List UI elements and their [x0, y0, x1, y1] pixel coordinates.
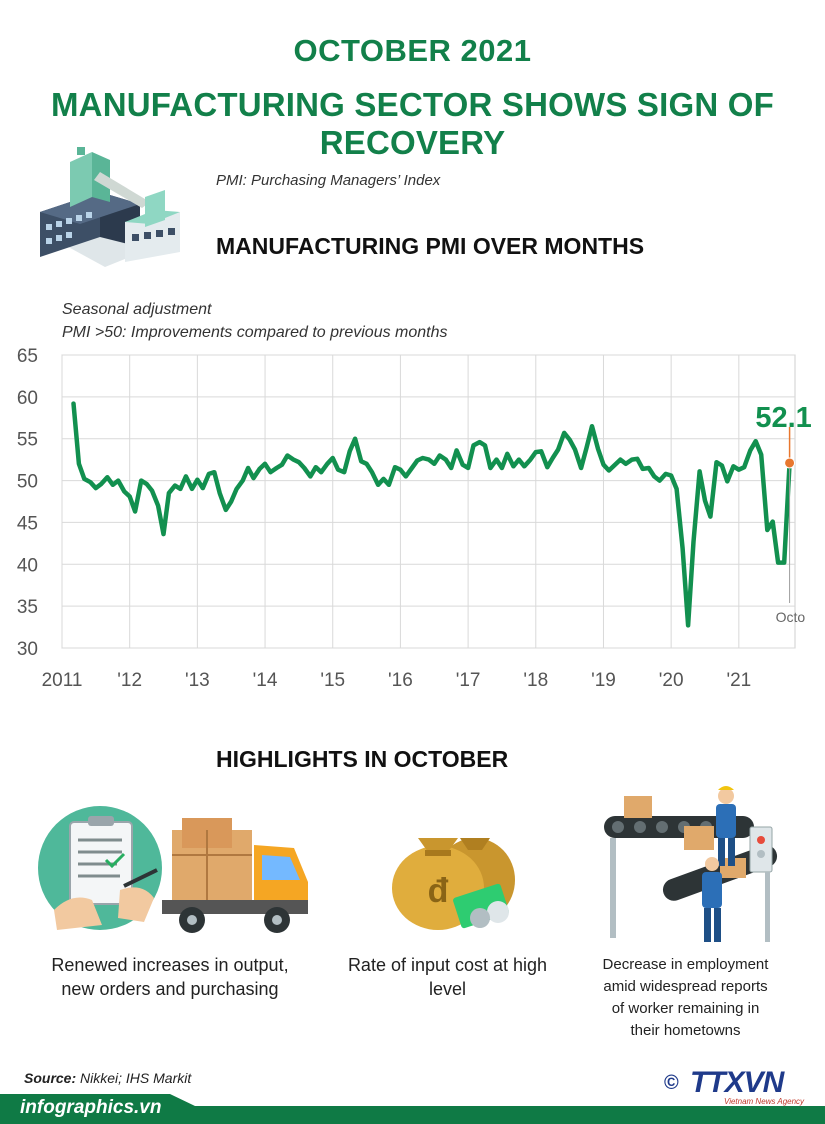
chart-note-seasonal: Seasonal adjustment [62, 301, 212, 318]
x-tick-label: '21 [726, 670, 751, 691]
latest-value-label: 52.1 [755, 402, 811, 434]
money-bag-icon: đ [392, 838, 515, 930]
x-tick-label: '12 [117, 670, 142, 691]
y-tick-label: 40 [17, 555, 38, 576]
y-tick-label: 35 [17, 597, 38, 618]
source-text: Nikkei; IHS Markit [76, 1070, 192, 1086]
agency-logo: TTXVN [690, 1066, 784, 1099]
x-tick-label: 2011 [42, 670, 83, 691]
x-axis: 2011 '12 '13 '14 '15 '16 '17 '18 '19 '20 '21 [42, 670, 752, 691]
conveyor-workers-icon [604, 786, 778, 942]
x-tick-label: '17 [456, 670, 481, 691]
pmi-series-line [71, 401, 792, 628]
currency-symbol: đ [428, 872, 449, 910]
y-tick-label: 45 [17, 513, 38, 534]
y-tick-label: 60 [17, 388, 38, 409]
pmi-definition: PMI: Purchasing Managers’ Index [216, 172, 441, 189]
chart-annotations: 52.1 Octo [755, 402, 811, 625]
x-tick-label: '19 [591, 670, 616, 691]
highlight-output-line-1: Renewed increases in output, [51, 955, 289, 975]
latest-value-marker [784, 457, 796, 469]
footer-site-link[interactable]: infographics.vn [20, 1097, 162, 1118]
agency-subtitle: Vietnam News Agency [724, 1097, 805, 1106]
y-tick-label: 65 [17, 346, 38, 367]
y-tick-label: 30 [17, 639, 38, 660]
highlight-employment-line-2: amid widespread reports [603, 978, 768, 995]
source-note: Source: Nikkei; IHS Markit [24, 1070, 191, 1086]
x-tick-label: '15 [320, 670, 345, 691]
factory-icon [40, 147, 180, 267]
x-tick-label: '20 [659, 670, 684, 691]
highlight-employment-line-3: of worker remaining in [611, 1000, 760, 1017]
source-label: Source: [24, 1070, 77, 1086]
chart-heading: MANUFACTURING PMI OVER MONTHS [216, 233, 645, 259]
copyright-icon: © [664, 1072, 679, 1094]
x-tick-label: '14 [253, 670, 278, 691]
title-line-1: OCTOBER 2021 [293, 33, 532, 68]
x-tick-label: '18 [523, 670, 548, 691]
title-line-2: MANUFACTURING SECTOR SHOWS SIGN OF RECOV… [50, 86, 775, 161]
highlight-employment-text: Decrease in employment amid widespread r… [578, 954, 793, 1042]
pmi-line-chart: 65 60 55 50 45 40 35 30 2011 '12 '13 '14 '15 '16 '17 '… [17, 346, 812, 691]
highlight-output-line-2: new orders and purchasing [61, 979, 279, 999]
highlight-employment-line-1: Decrease in employment [602, 956, 769, 973]
clipboard-truck-icon [38, 806, 308, 933]
chart-series [71, 401, 792, 628]
october-label: Octo [776, 609, 806, 625]
highlight-employment-line-4: their hometowns [630, 1022, 741, 1039]
highlight-output-text: Renewed increases in output, new orders … [35, 953, 305, 1001]
highlight-input-cost-text: Rate of input cost at high level [335, 953, 560, 1001]
y-tick-label: 50 [17, 472, 38, 493]
x-tick-label: '13 [185, 670, 210, 691]
highlights-heading: HIGHLIGHTS IN OCTOBER [216, 746, 509, 772]
x-tick-label: '16 [388, 670, 413, 691]
footer-band [0, 1094, 825, 1124]
chart-note-threshold: PMI >50: Improvements compared to previo… [62, 324, 448, 341]
y-axis: 65 60 55 50 45 40 35 30 [17, 346, 38, 660]
y-tick-label: 55 [17, 430, 38, 451]
highlight-input-cost-line-2: level [428, 979, 467, 999]
highlight-input-cost-line-1: Rate of input cost at high [347, 955, 548, 975]
